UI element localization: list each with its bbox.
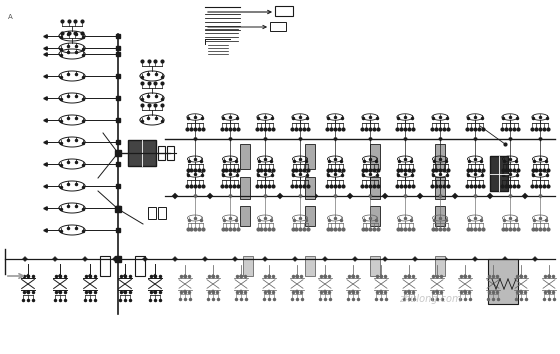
Polygon shape xyxy=(413,257,418,262)
Polygon shape xyxy=(123,290,127,294)
Polygon shape xyxy=(435,290,439,294)
Polygon shape xyxy=(435,274,439,278)
Polygon shape xyxy=(82,257,87,262)
Polygon shape xyxy=(88,290,92,294)
Polygon shape xyxy=(58,290,62,294)
Polygon shape xyxy=(295,290,299,294)
Polygon shape xyxy=(473,257,478,262)
Bar xyxy=(305,177,315,199)
Polygon shape xyxy=(382,193,388,199)
Polygon shape xyxy=(113,257,118,262)
Polygon shape xyxy=(519,274,523,278)
Polygon shape xyxy=(263,257,268,262)
Bar xyxy=(488,259,518,304)
Polygon shape xyxy=(323,257,328,262)
Bar xyxy=(167,146,174,160)
Bar xyxy=(305,256,315,276)
Bar xyxy=(148,207,156,219)
Bar xyxy=(275,6,293,16)
Polygon shape xyxy=(142,257,147,262)
Bar xyxy=(100,256,110,276)
Polygon shape xyxy=(463,290,467,294)
Bar xyxy=(435,144,445,169)
Bar xyxy=(240,206,250,226)
Polygon shape xyxy=(533,257,538,262)
Polygon shape xyxy=(242,193,248,199)
Polygon shape xyxy=(88,274,92,278)
Polygon shape xyxy=(58,274,62,278)
Text: zhulong.com: zhulong.com xyxy=(399,294,461,304)
Polygon shape xyxy=(352,257,357,262)
Polygon shape xyxy=(203,257,208,262)
Polygon shape xyxy=(292,257,297,262)
Bar xyxy=(435,206,445,226)
Polygon shape xyxy=(452,193,458,199)
Polygon shape xyxy=(487,193,493,199)
Polygon shape xyxy=(183,274,187,278)
Polygon shape xyxy=(502,257,507,262)
Bar xyxy=(370,144,380,169)
Polygon shape xyxy=(382,257,388,262)
Polygon shape xyxy=(153,290,157,294)
Polygon shape xyxy=(379,274,383,278)
Polygon shape xyxy=(172,257,178,262)
Polygon shape xyxy=(351,290,355,294)
Polygon shape xyxy=(295,274,299,278)
Polygon shape xyxy=(267,290,271,294)
Polygon shape xyxy=(312,193,318,199)
Polygon shape xyxy=(347,193,353,199)
Bar xyxy=(158,146,165,160)
Bar xyxy=(128,140,156,166)
Polygon shape xyxy=(417,193,423,199)
Bar xyxy=(240,144,250,169)
Polygon shape xyxy=(239,274,243,278)
Polygon shape xyxy=(463,274,467,278)
Polygon shape xyxy=(519,290,523,294)
Polygon shape xyxy=(267,274,271,278)
Polygon shape xyxy=(211,274,215,278)
Polygon shape xyxy=(53,257,58,262)
Bar xyxy=(370,206,380,226)
Polygon shape xyxy=(323,274,327,278)
Polygon shape xyxy=(26,290,30,294)
Polygon shape xyxy=(239,290,243,294)
Bar xyxy=(435,256,445,276)
Polygon shape xyxy=(351,274,355,278)
Bar xyxy=(305,144,315,169)
Bar xyxy=(490,156,508,191)
Polygon shape xyxy=(183,290,187,294)
Polygon shape xyxy=(491,274,495,278)
Polygon shape xyxy=(211,290,215,294)
Polygon shape xyxy=(522,193,528,199)
Bar xyxy=(240,177,250,199)
Polygon shape xyxy=(207,193,213,199)
Bar xyxy=(305,206,315,226)
Bar xyxy=(135,256,145,276)
Polygon shape xyxy=(407,290,411,294)
Polygon shape xyxy=(442,257,447,262)
Polygon shape xyxy=(323,290,327,294)
Polygon shape xyxy=(172,193,178,199)
Polygon shape xyxy=(277,193,283,199)
Text: A: A xyxy=(8,14,13,20)
Bar xyxy=(270,22,286,31)
Polygon shape xyxy=(153,274,157,278)
Polygon shape xyxy=(22,257,27,262)
Bar xyxy=(435,177,445,199)
Bar xyxy=(158,207,166,219)
Polygon shape xyxy=(379,290,383,294)
Polygon shape xyxy=(407,274,411,278)
Polygon shape xyxy=(547,290,551,294)
Polygon shape xyxy=(123,274,127,278)
Polygon shape xyxy=(491,290,495,294)
Bar xyxy=(370,256,380,276)
Bar xyxy=(243,256,253,276)
Bar xyxy=(370,177,380,199)
Polygon shape xyxy=(26,274,30,278)
Polygon shape xyxy=(547,274,551,278)
Polygon shape xyxy=(232,257,237,262)
